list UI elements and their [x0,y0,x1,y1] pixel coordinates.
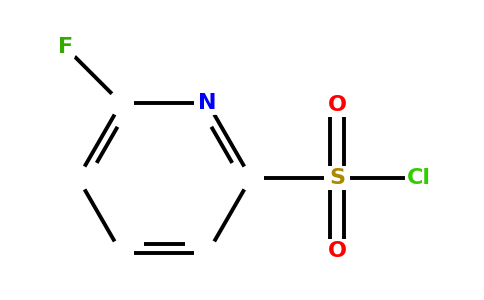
Text: S: S [329,168,346,188]
Text: Cl: Cl [407,168,431,188]
Text: O: O [328,241,347,261]
Text: N: N [198,93,217,113]
Text: F: F [58,37,73,57]
Text: O: O [328,95,347,115]
